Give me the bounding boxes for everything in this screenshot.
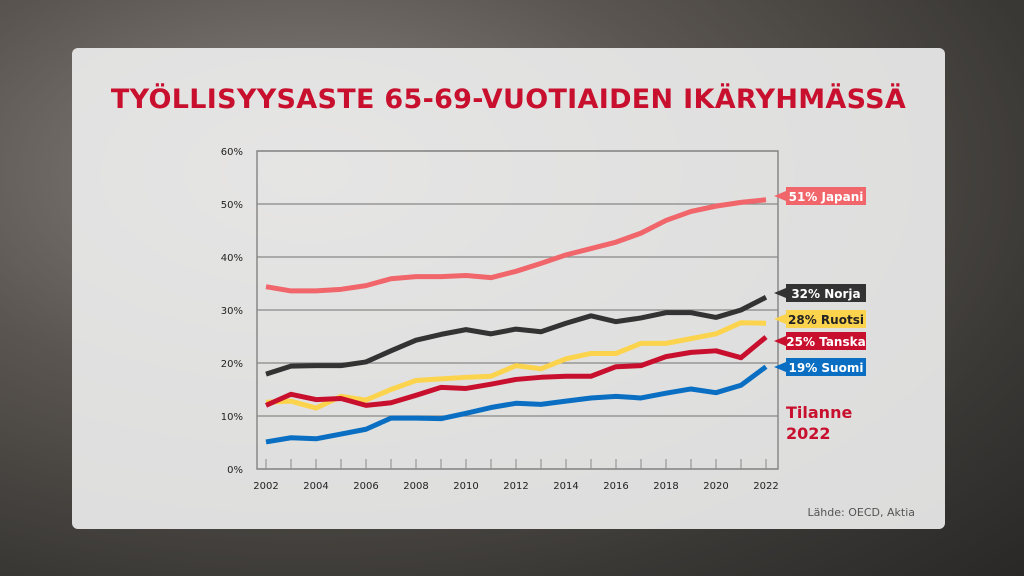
- y-tick-label: 30%: [221, 306, 243, 317]
- svg-text:19% Suomi: 19% Suomi: [789, 361, 864, 375]
- series-label-ruotsi: 28% Ruotsi: [774, 310, 866, 328]
- svg-text:32% Norja: 32% Norja: [791, 287, 860, 301]
- x-tick-label: 2020: [703, 481, 728, 492]
- x-tick-label: 2012: [503, 481, 528, 492]
- y-tick-label: 40%: [221, 253, 243, 264]
- x-tick-label: 2004: [303, 481, 328, 492]
- y-tick-label: 0%: [227, 465, 243, 476]
- x-tick-label: 2008: [403, 481, 428, 492]
- y-tick-label: 60%: [221, 147, 243, 158]
- series-line-japani: [265, 197, 767, 294]
- y-tick-label: 10%: [221, 412, 243, 423]
- status-label: Tilanne 2022: [786, 402, 852, 444]
- x-tick-label: 2010: [453, 481, 478, 492]
- x-tick-label: 2006: [353, 481, 378, 492]
- x-tick-label: 2016: [603, 481, 628, 492]
- source-note: Lähde: OECD, Aktia: [807, 506, 915, 519]
- series-label-tanska: 25% Tanska: [774, 332, 866, 350]
- chart-title: TYÖLLISYYSASTE 65-69-VUOTIAIDEN IKÄRYHMÄ…: [110, 84, 907, 115]
- status-line-1: Tilanne: [786, 403, 853, 422]
- x-tick-label: 2022: [753, 481, 778, 492]
- svg-text:28% Ruotsi: 28% Ruotsi: [788, 313, 864, 327]
- svg-text:25% Tanska: 25% Tanska: [786, 335, 865, 349]
- y-tick-label: 50%: [221, 200, 243, 211]
- x-tick-label: 2018: [653, 481, 678, 492]
- series-label-japani: 51% Japani: [774, 187, 866, 205]
- x-tick-label: 2002: [253, 481, 278, 492]
- series-label-suomi: 19% Suomi: [774, 358, 866, 376]
- x-tick-label: 2014: [553, 481, 578, 492]
- svg-text:51% Japani: 51% Japani: [789, 190, 864, 204]
- series-label-norja: 32% Norja: [774, 284, 866, 302]
- status-line-2: 2022: [786, 424, 831, 443]
- y-tick-label: 20%: [221, 359, 243, 370]
